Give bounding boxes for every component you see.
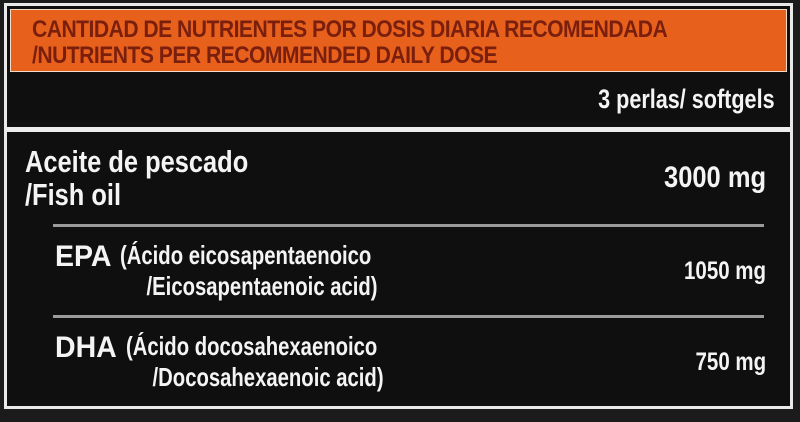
serving-size-text: 3 perlas/ softgels [598, 84, 775, 114]
epa-detail: (Ácido eicosapentaenoico /Eicosapentaeno… [120, 240, 450, 302]
panel-header-band: CANTIDAD DE NUTRIENTES POR DOSIS DIARIA … [10, 9, 787, 73]
nutrient-row-dha: DHA (Ácido docosahexaenoico /Docosahexae… [7, 318, 790, 406]
header-title-spanish: CANTIDAD DE NUTRIENTES POR DOSIS DIARIA … [32, 16, 668, 43]
dha-amount: 750 mg [695, 347, 766, 376]
fish-oil-amount: 3000 mg [663, 161, 766, 194]
dha-acronym: DHA [55, 331, 117, 364]
fish-oil-name-english: /Fish oil [25, 177, 122, 212]
epa-name: EPA (Ácido eicosapentaenoico /Eicosapent… [55, 240, 451, 302]
epa-detail-english: /Eicosapentaenoic acid) [146, 271, 379, 301]
nutrition-facts-panel: CANTIDAD DE NUTRIENTES POR DOSIS DIARIA … [4, 3, 793, 409]
divider-epa [53, 224, 764, 227]
epa-detail-spanish: (Ácido eicosapentaenoico [120, 240, 372, 270]
serving-row: 3 perlas/ softgels [7, 72, 790, 127]
fish-oil-name: Aceite de pescado /Fish oil [25, 145, 297, 211]
dha-name: DHA (Ácido docosahexaenoico /Docosahexae… [55, 331, 456, 393]
divider-dha [53, 315, 764, 318]
dha-detail: (Ácido docosahexaenoico /Docosahexaenoic… [126, 331, 456, 393]
dha-detail-spanish: (Ácido docosahexaenoico [126, 331, 378, 361]
epa-amount: 1050 mg [683, 256, 766, 285]
nutrient-row-epa: EPA (Ácido eicosapentaenoico /Eicosapent… [7, 227, 790, 315]
divider-thick [7, 127, 790, 132]
fish-oil-name-spanish: Aceite de pescado [25, 144, 249, 179]
epa-acronym: EPA [55, 240, 112, 273]
dha-detail-english: /Docosahexaenoic acid) [152, 362, 384, 392]
header-title-english: /NUTRIENTS PER RECOMMENDED DAILY DOSE [32, 42, 498, 69]
nutrient-row-fish-oil: Aceite de pescado /Fish oil 3000 mg [7, 132, 790, 224]
